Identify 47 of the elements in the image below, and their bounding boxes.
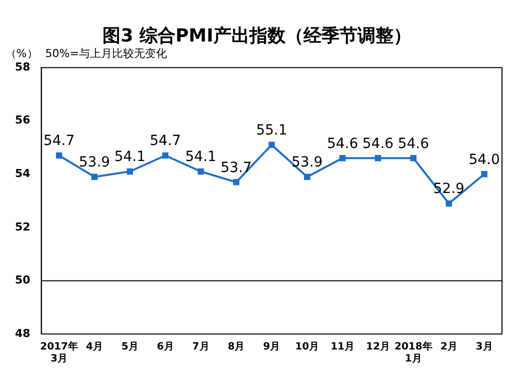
point — [268, 142, 275, 148]
x-tick-label: 12月 — [366, 342, 390, 353]
data-label: 54.1 — [114, 149, 146, 166]
point — [481, 171, 488, 178]
y-tick-label: 58 — [14, 60, 30, 74]
point — [410, 155, 417, 162]
x-tick-label: 2017年 3月 — [40, 340, 78, 365]
data-label: 54.1 — [185, 149, 216, 166]
data-label: 54.6 — [398, 136, 430, 152]
data-label: 54.6 — [362, 136, 394, 152]
data-label: 54.7 — [43, 133, 75, 150]
point — [56, 152, 62, 159]
x-tick-label: 5月 — [121, 342, 138, 353]
y-axis-title: （%） — [5, 46, 38, 60]
text: 50%=与上月比较无变化 — [45, 46, 167, 60]
y-tick-label: 52 — [14, 220, 30, 234]
x-tick-label: 4月 — [86, 342, 103, 353]
point — [446, 200, 452, 207]
point — [304, 174, 310, 180]
data-label: 55.1 — [256, 122, 288, 138]
x-tick-label: 10月 — [295, 342, 320, 353]
data-label: 53.9 — [78, 154, 110, 170]
chart-title: 图3 综合PMI产出指数（经季节调整） — [102, 25, 412, 46]
x-tick-label: 3月 — [476, 342, 493, 353]
point — [233, 179, 240, 186]
point — [339, 155, 346, 162]
x-tick-label: 7月 — [192, 342, 210, 353]
point — [374, 155, 382, 162]
y-tick-label: 50 — [14, 274, 31, 287]
data-label: 53.7 — [220, 160, 252, 176]
y-tick-label: 48 — [14, 326, 30, 340]
data-label: 54.0 — [468, 152, 500, 168]
data-label: 53.9 — [292, 154, 323, 170]
point — [162, 152, 168, 159]
y-tick-label: 54 — [14, 167, 31, 180]
point — [126, 168, 134, 175]
x-tick-label: 9月 — [263, 342, 280, 353]
y-tick-label: 56 — [14, 114, 31, 127]
x-tick-label: 2018年 1月 — [394, 340, 432, 365]
x-tick-label: 2月 — [440, 342, 458, 353]
point — [198, 168, 204, 175]
point — [91, 174, 98, 180]
data-label: 54.6 — [326, 136, 358, 152]
data-label: 54.7 — [150, 133, 181, 150]
x-tick-label: 8月 — [228, 342, 245, 353]
x-tick-label: 6月 — [156, 342, 174, 353]
x-tick-label: 11月 — [330, 342, 354, 353]
